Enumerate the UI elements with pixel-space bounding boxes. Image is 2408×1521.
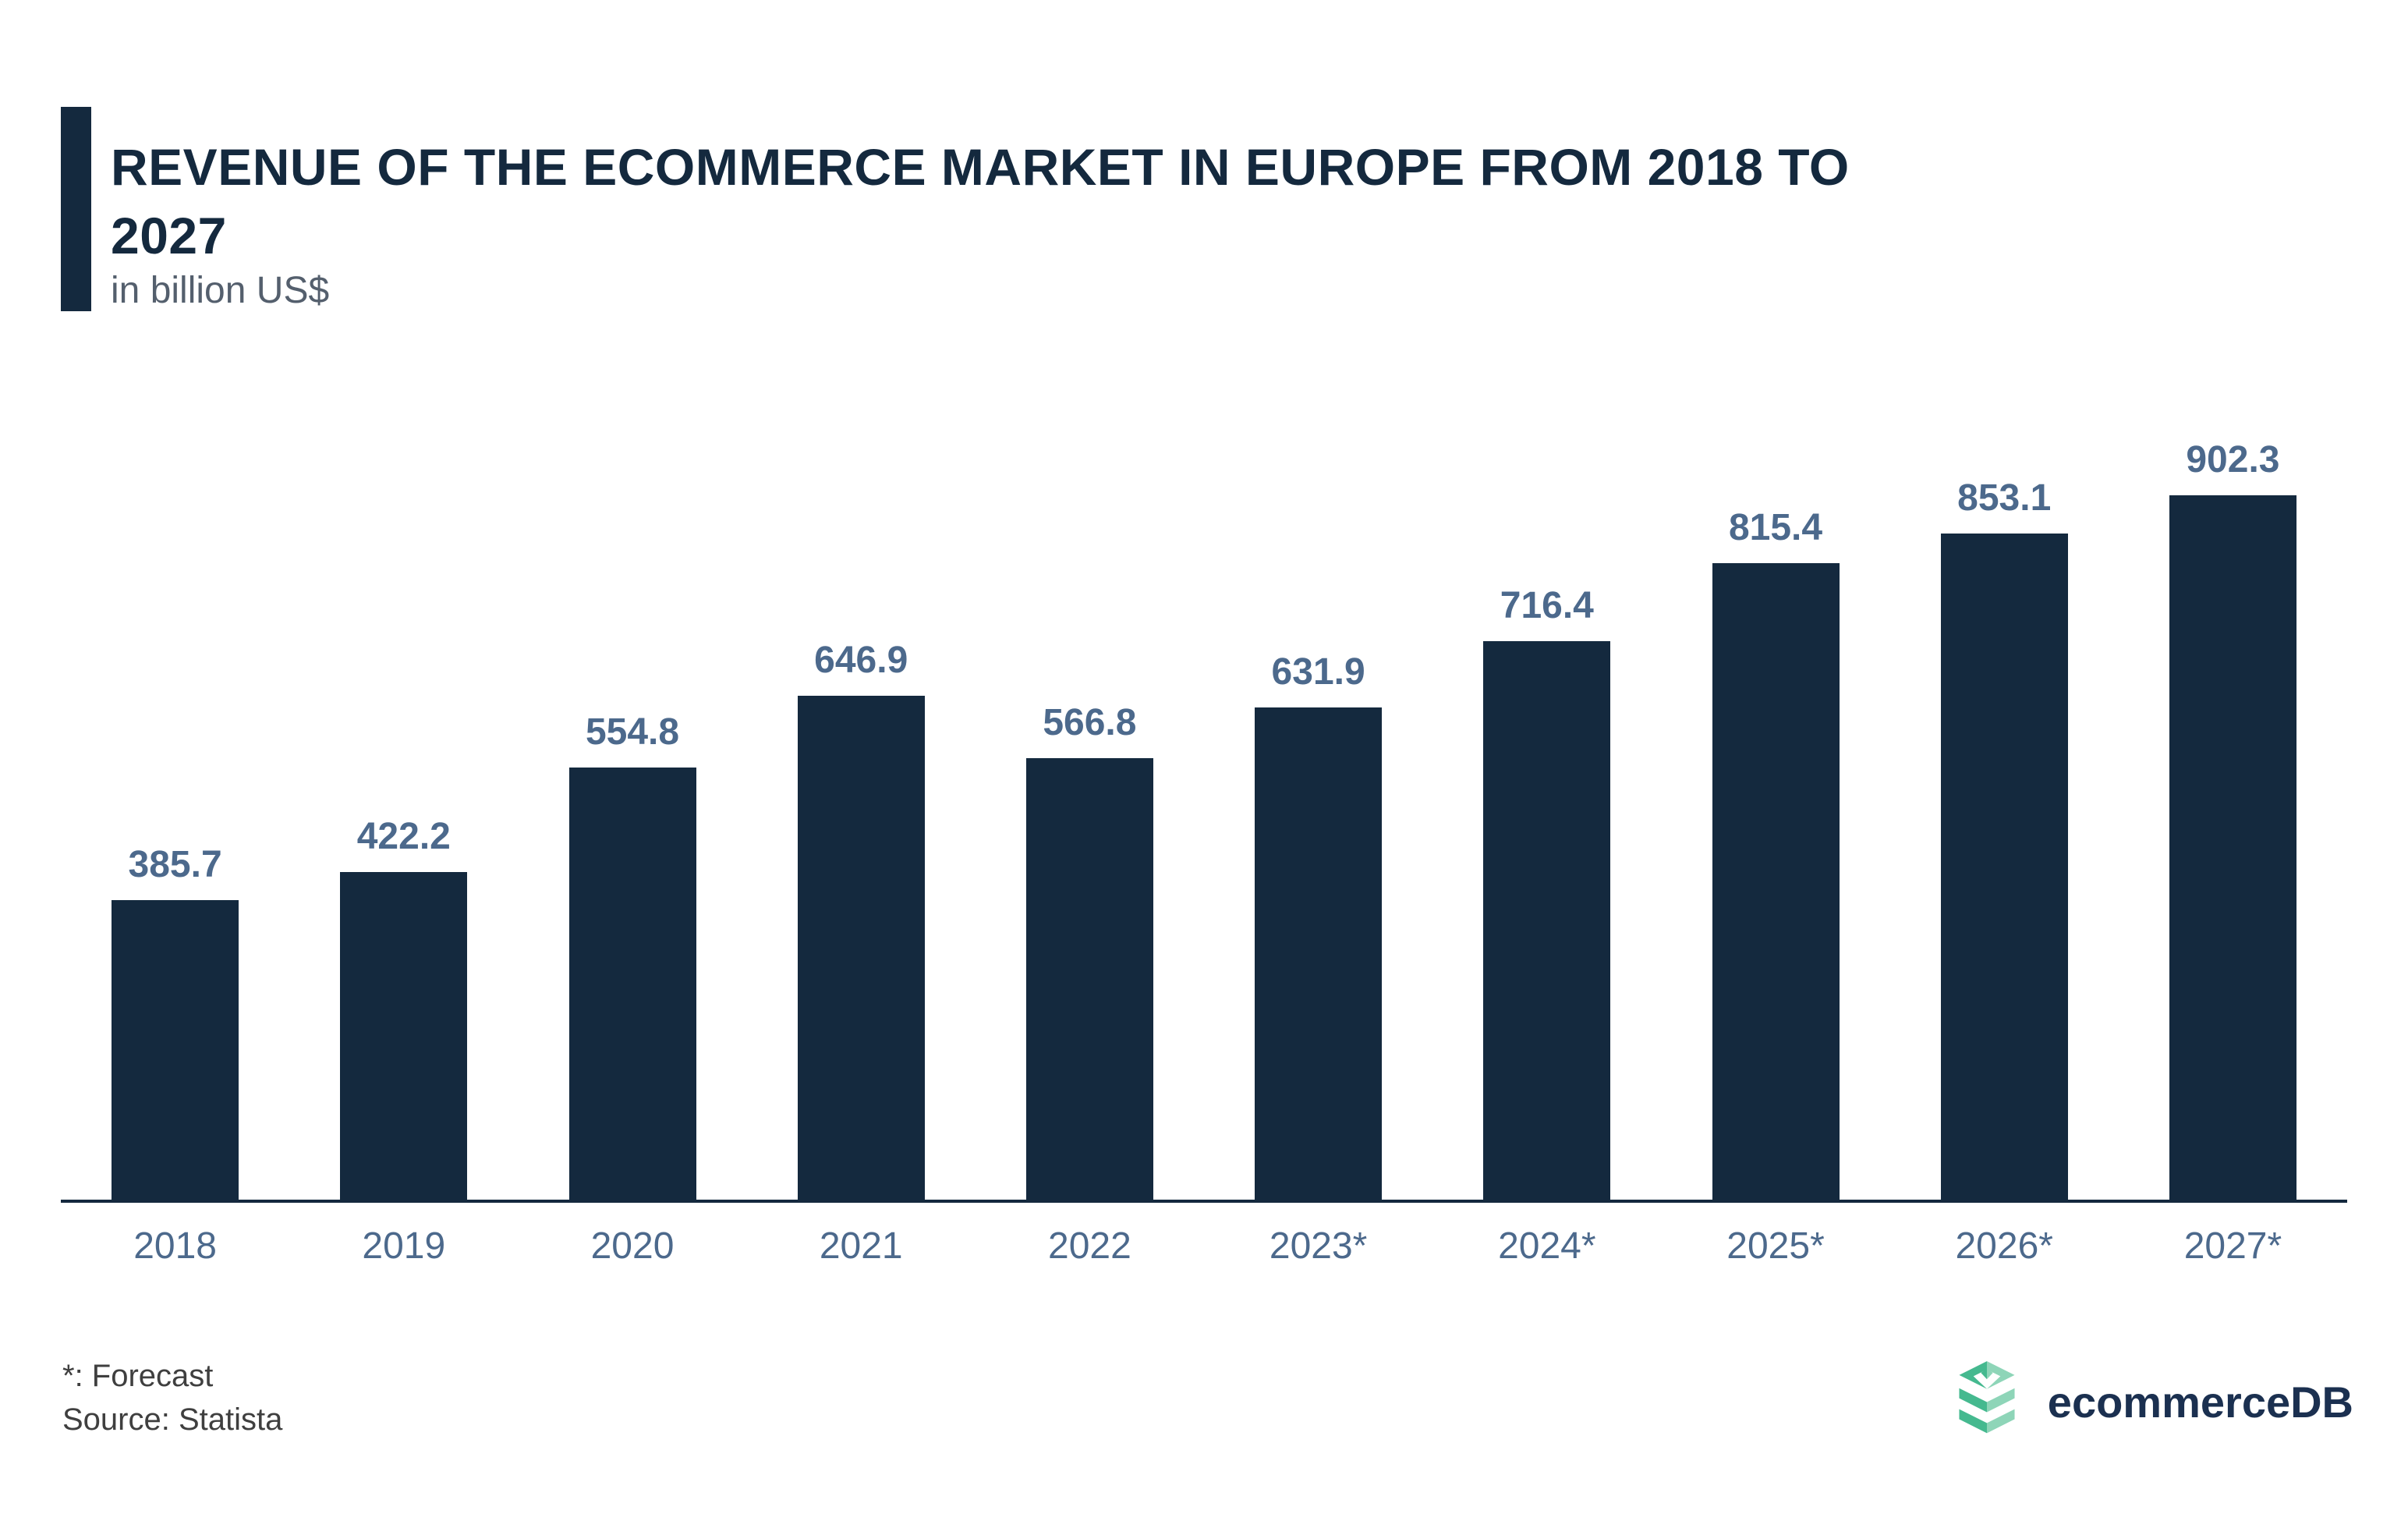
bar-slot-2018: 385.7 — [61, 843, 289, 1203]
bar-value-label: 566.8 — [1043, 702, 1137, 743]
page-title-line2: 2027 — [111, 207, 227, 265]
footnotes: *: Forecast Source: Statista — [62, 1354, 282, 1441]
bar-chart: 385.7 422.2 554.8 646.9 566.8 631.9 716.4 815.4… — [61, 437, 2347, 1203]
bar-2021 — [797, 696, 925, 1203]
bar-2018 — [112, 900, 239, 1203]
bar-2020 — [568, 768, 696, 1203]
bar-2027* — [2169, 495, 2296, 1203]
x-axis-line — [61, 1200, 2347, 1203]
bar-slot-2026*: 853.1 — [1890, 477, 2119, 1203]
bar-slot-2024*: 716.4 — [1432, 584, 1661, 1203]
bar-slot-2019: 422.2 — [289, 815, 518, 1203]
bar-2025* — [1712, 563, 1840, 1203]
chart-subtitle-unit: in billion US$ — [111, 270, 330, 311]
bar-value-label: 385.7 — [128, 844, 222, 885]
bar-value-label: 716.4 — [1500, 585, 1594, 626]
footnote-source: Source: Statista — [62, 1402, 283, 1437]
x-axis-label-2027*: 2027* — [2183, 1225, 2282, 1267]
x-axis-label-2018: 2018 — [133, 1225, 217, 1267]
x-axis-label-2024*: 2024* — [1498, 1225, 1596, 1267]
bar-slot-2021: 646.9 — [747, 639, 976, 1203]
ecommercedb-logo-icon — [1959, 1361, 2015, 1434]
bar-value-label: 902.3 — [2186, 439, 2280, 480]
title-accent-bar — [61, 107, 91, 311]
bar-slot-2020: 554.8 — [518, 711, 746, 1203]
bar-slot-2025*: 815.4 — [1661, 506, 1889, 1203]
x-axis-label-2019: 2019 — [362, 1225, 446, 1267]
bar-value-label: 815.4 — [1728, 507, 1823, 548]
x-axis-label-2022: 2022 — [1048, 1225, 1131, 1267]
bar-slot-2023*: 631.9 — [1204, 651, 1432, 1203]
bar-2023* — [1255, 707, 1383, 1203]
bar-slot-2027*: 902.3 — [2119, 438, 2347, 1203]
footnote-forecast: *: Forecast — [62, 1359, 214, 1393]
bar-value-label: 422.2 — [356, 816, 451, 857]
bar-2019 — [340, 872, 468, 1203]
ecommercedb-logo: ecommerceDB — [1949, 1360, 2353, 1443]
bar-2024* — [1483, 641, 1611, 1203]
bar-2022 — [1025, 758, 1153, 1203]
bar-2026* — [1940, 534, 2068, 1203]
bar-value-label: 554.8 — [585, 711, 680, 753]
x-axis-label-2025*: 2025* — [1726, 1225, 1825, 1267]
page-title: REVENUE OF THE ECOMMERCE MARKET IN EUROP… — [111, 133, 1850, 270]
bar-value-label: 853.1 — [1957, 477, 2052, 519]
bar-value-label: 631.9 — [1271, 651, 1365, 693]
bar-value-label: 646.9 — [814, 640, 908, 681]
bar-slot-2022: 566.8 — [976, 701, 1204, 1203]
x-axis-label-2026*: 2026* — [1955, 1225, 2053, 1267]
x-axis-labels: 2018 2019 2020 2021 2022 2023* 2024* 2025* 2026*… — [61, 1225, 2347, 1268]
x-axis-label-2023*: 2023* — [1269, 1225, 1368, 1267]
ecommercedb-logo-text: ecommerceDB — [2047, 1377, 2353, 1427]
page-title-line1: REVENUE OF THE ECOMMERCE MARKET IN EUROP… — [111, 138, 1850, 197]
x-axis-label-2020: 2020 — [590, 1225, 675, 1267]
x-axis-label-2021: 2021 — [819, 1225, 903, 1267]
